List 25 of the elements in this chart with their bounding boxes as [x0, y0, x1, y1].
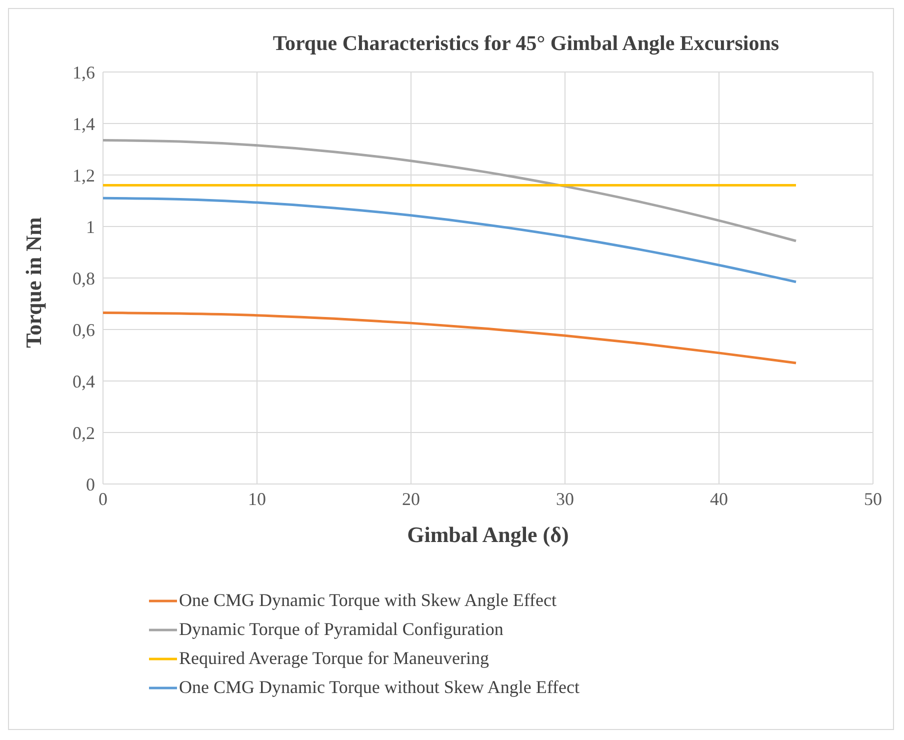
x-tick-label: 30 [556, 488, 574, 509]
y-tick-label: 0 [86, 474, 95, 494]
y-axis-title: Torque in Nm [20, 217, 46, 348]
y-tick-label: 1 [86, 216, 95, 237]
x-tick-label: 0 [98, 488, 108, 509]
legend-label: Required Average Torque for Maneuvering [179, 647, 489, 670]
line-series [103, 138, 798, 242]
legend-label: One CMG Dynamic Torque without Skew Angle Effect [179, 676, 580, 699]
x-tick-label: 50 [864, 488, 882, 509]
y-tick-label: 1,4 [72, 114, 95, 134]
chart-title: Torque Characteristics for 45° Gimbal Angle Excursions [272, 30, 780, 56]
y-tick-label: 1,2 [72, 165, 95, 186]
x-axis-title: Gimbal Angle (δ) [407, 522, 569, 547]
x-tick-label: 20 [402, 488, 420, 509]
line-series [103, 312, 798, 364]
y-tick-label: 0,4 [72, 371, 95, 392]
line-series [103, 196, 798, 284]
y-tick-label: 0,6 [72, 320, 95, 340]
y-tick-label: 1,6 [72, 62, 95, 82]
x-tick-label: 10 [248, 488, 266, 509]
legend-label: Dynamic Torque of Pyramidal Configuration [179, 618, 504, 641]
x-tick-label: 40 [710, 488, 728, 509]
y-tick-label: 0,8 [72, 268, 95, 288]
legend-label: One CMG Dynamic Torque with Skew Angle Effect [179, 589, 557, 612]
y-tick-label: 0,2 [72, 422, 95, 443]
